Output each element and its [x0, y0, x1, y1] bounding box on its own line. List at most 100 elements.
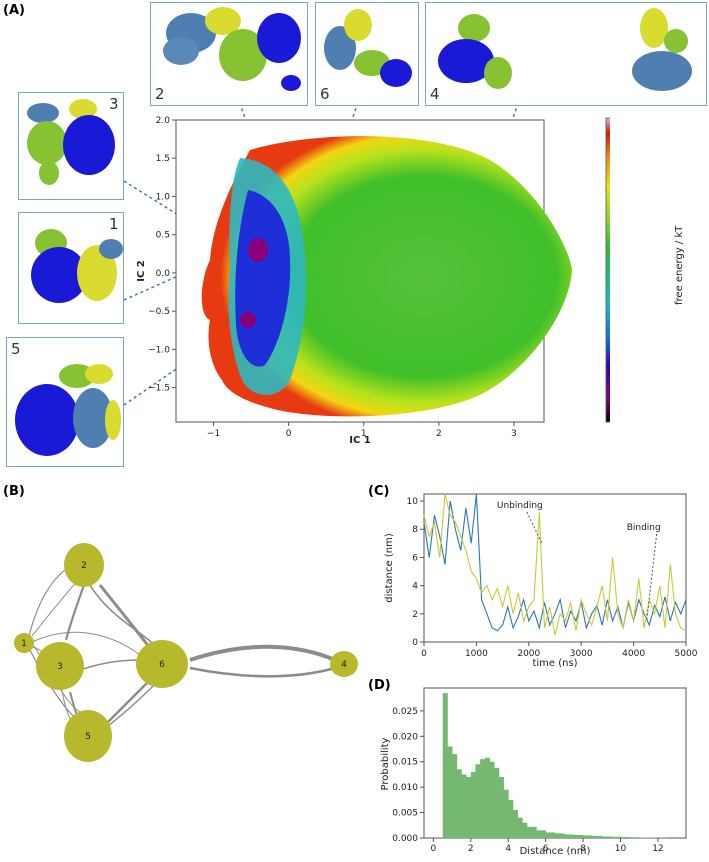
map-xtick-label: −1 [207, 429, 220, 439]
chart-c-xtick-label: 3000 [570, 649, 593, 659]
inset-structure-6: 6 [315, 2, 419, 106]
histogram-bar [470, 771, 476, 838]
minimum-core-2 [240, 312, 256, 328]
histogram-bar [592, 835, 603, 838]
histogram-bar [484, 757, 490, 838]
histogram-bar [442, 693, 448, 838]
map-ytick-label: 0.5 [156, 231, 170, 241]
chart-c-xlabel: time (ns) [532, 658, 577, 669]
node-label-1: 1 [21, 639, 27, 649]
chart-c-xtick-label: 5000 [675, 649, 698, 659]
state-network: 1 2 3 4 5 6 [14, 543, 358, 762]
chart-c-ytick-labels: 0 2 4 6 8 10 [407, 497, 419, 648]
histogram-bar [475, 764, 481, 838]
histogram-bar [517, 817, 523, 838]
chart-d-xtick-label: 8 [580, 844, 586, 854]
chart-d-ylabel: Probability [380, 737, 391, 790]
chart-d-ytick-label: 0.020 [392, 732, 418, 742]
histogram-bar [629, 837, 640, 838]
structure-6-image [324, 9, 412, 87]
histogram-bar [461, 774, 467, 838]
annotation-unbinding: Unbinding [497, 501, 543, 511]
chart-d-ytick-label: 0.015 [392, 758, 418, 768]
chart-d-ytick-label: 0.025 [392, 707, 418, 717]
inset-label-1: 1 [109, 215, 119, 233]
histogram-bar [447, 746, 453, 838]
chart-c-ytick-label: 8 [412, 525, 418, 535]
histogram-bar [498, 776, 504, 838]
histogram-bar [456, 769, 462, 838]
chart-d-xlabel: Distance (nm) [520, 846, 591, 857]
annotation-arrow-0 [526, 511, 543, 544]
histogram-bar [583, 835, 593, 838]
chart-c-ylabel: distance (nm) [384, 533, 395, 603]
structure-4-image [438, 8, 692, 91]
chart-d-xtick-label: 6 [543, 844, 549, 854]
chart-c-ticks [420, 500, 687, 646]
map-xtick-label: 3 [511, 429, 517, 439]
map-ylabel: IC 2 [136, 260, 147, 282]
chart-d-xtick-label: 0 [430, 844, 436, 854]
map-ytick-label: −0.5 [148, 307, 170, 317]
map-ytick-label: −1.0 [148, 345, 170, 355]
map-xtick-labels: −1 0 1 2 3 [207, 429, 517, 439]
minimum-core-1 [248, 238, 268, 262]
panel-label-c: (C) [368, 484, 390, 499]
chart-c-xtick-label: 4000 [622, 649, 645, 659]
chart-d-ytick-label: 0.010 [392, 783, 418, 793]
map-ytick-label: 0.0 [156, 269, 171, 279]
free-energy-map: −1 0 1 2 3 2.01.51.00.50.0−0.5−1.0−1.5 IC 1 … [136, 116, 610, 446]
chart-c-series [423, 493, 687, 636]
chart-d-ytick-label: 0.000 [392, 834, 418, 844]
map-ticks [172, 119, 515, 426]
structure-2-image [163, 7, 301, 91]
map-ytick-label: 1.0 [156, 192, 171, 202]
inset-structure-2: 2 [150, 2, 308, 106]
map-xlabel: IC 1 [349, 435, 371, 446]
chart-c-ytick-label: 4 [412, 582, 418, 592]
colorbar [605, 117, 610, 423]
histogram-bar [601, 836, 612, 838]
histogram-bar [526, 826, 537, 838]
panel-label-d: (D) [368, 678, 391, 693]
histogram-bar [639, 837, 649, 838]
chart-d-bars [442, 693, 668, 838]
map-ytick-label: 2.0 [156, 116, 171, 126]
chart-d-ytick-label: 0.005 [392, 809, 418, 819]
chart-c-ytick-label: 0 [412, 638, 418, 648]
histogram-bar [480, 759, 486, 838]
chart-c-ytick-label: 2 [412, 610, 418, 620]
node-label-6: 6 [159, 660, 165, 670]
inset-structure-3: 3 [18, 92, 124, 200]
chart-c-ytick-label: 6 [412, 553, 418, 563]
node-label-2: 2 [81, 561, 87, 571]
histogram-bar [489, 761, 495, 838]
histogram-bar [512, 810, 518, 838]
map-ytick-labels: 2.0 1.5 1.0 0.5 0.0 −0.5 −1.0 −1.5 [148, 116, 170, 394]
chart-d-ytick-labels: 0.000 0.005 0.010 0.015 0.020 0.025 [392, 707, 418, 844]
annotation-binding: Binding [627, 523, 661, 533]
chart-d-xtick-labels: 0 2 4 6 8 10 12 [430, 844, 663, 854]
histogram-bar [522, 822, 528, 838]
histogram-bar [536, 830, 547, 838]
histogram-bar [564, 834, 575, 838]
inset-structure-5: 5 [6, 337, 124, 467]
distance-time-chart: 0 1000 2000 3000 4000 5000 0 2 4 6 8 10 Unbinding B… [384, 493, 698, 669]
node-4 [330, 651, 358, 677]
histogram-bar [466, 776, 472, 838]
annotation-arrow-1 [646, 533, 658, 621]
map-xtick-label: 0 [286, 429, 292, 439]
chart-d-xtick-label: 2 [468, 844, 474, 854]
colorbar-label: free energy / kT [674, 225, 685, 305]
connector-1 [123, 267, 197, 301]
inset-structure-4: 4 [425, 2, 707, 106]
chart-c-ytick-label: 10 [407, 497, 419, 507]
node-1 [14, 633, 34, 653]
chart-d-xtick-label: 4 [505, 844, 511, 854]
histogram-bar [545, 832, 556, 838]
network-nodes [14, 543, 358, 762]
inset-label-3: 3 [109, 95, 119, 113]
histogram-bar [611, 836, 621, 838]
map-xtick-label: 2 [436, 429, 442, 439]
inset-label-5: 5 [11, 340, 21, 358]
